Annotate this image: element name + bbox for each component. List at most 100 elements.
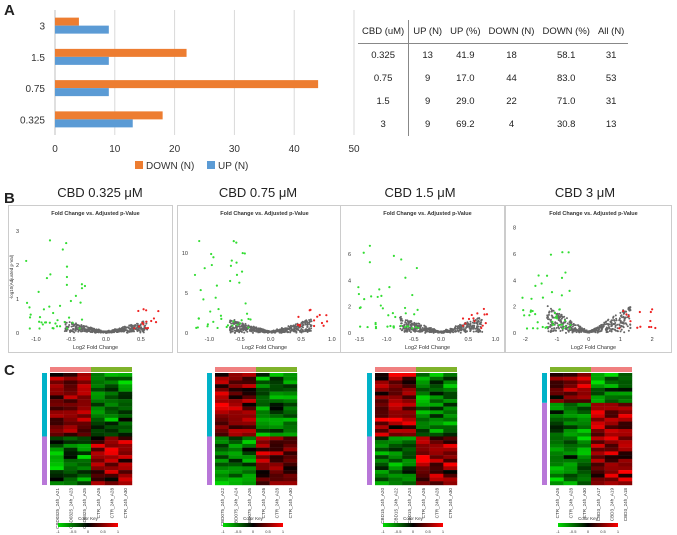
point-ns <box>629 323 632 326</box>
point-ns <box>450 330 453 333</box>
heatmap-cell <box>375 466 389 471</box>
column-label: CBD075_24h_A26 <box>247 488 252 527</box>
point-down <box>374 325 378 329</box>
heatmap-cell <box>618 466 633 471</box>
x-tick-label: -2 <box>523 337 528 343</box>
point-ns <box>141 328 144 331</box>
x-tick-label: -0.5 <box>409 337 418 343</box>
point-ns <box>458 329 461 332</box>
heatmap-cell <box>375 399 389 404</box>
heatmap-cell <box>91 414 105 418</box>
point-down <box>80 318 84 321</box>
point-down <box>522 309 525 312</box>
point-down <box>232 320 235 323</box>
point-ns <box>420 328 423 331</box>
point-ns <box>610 330 613 333</box>
heatmap-cell <box>550 451 564 456</box>
x-tick-label: 40 <box>289 144 301 155</box>
heatmap-cell <box>63 384 78 389</box>
heatmap-cell <box>375 462 389 467</box>
heatmap-cell <box>443 451 458 456</box>
heatmap-cell <box>256 410 270 415</box>
heatmap-cell <box>63 406 78 411</box>
heatmap-cell <box>375 436 389 441</box>
heatmap-cell <box>375 395 389 400</box>
heatmap-cell <box>604 470 619 474</box>
heatmap-cell <box>375 402 389 407</box>
point-ns <box>614 314 617 317</box>
heatmap-cell <box>104 436 119 441</box>
heatmap-cell <box>104 429 119 433</box>
heatmap-cell <box>118 481 133 486</box>
heatmap-cell <box>91 429 105 433</box>
heatmap-cell <box>50 425 64 430</box>
heatmap-cell <box>215 451 229 456</box>
column-label: CTR_24h_A30 <box>448 488 453 519</box>
heatmap-cell <box>118 391 133 396</box>
heatmap-cell <box>91 406 105 411</box>
point-ns <box>561 316 564 319</box>
point-ns <box>547 318 550 321</box>
heatmap-cell <box>242 440 257 445</box>
heatmap-cell <box>228 462 243 467</box>
color-key-title: Color Key <box>578 516 599 521</box>
heatmap-cell <box>443 425 458 430</box>
heatmap-cell <box>118 451 133 456</box>
color-key-title: Color Key <box>403 516 424 521</box>
point-ns <box>242 324 245 327</box>
heatmap-cell <box>388 417 403 422</box>
point-ns <box>549 319 552 322</box>
heatmap-cell <box>577 414 592 418</box>
heatmap-cell <box>443 436 458 441</box>
point-down <box>550 291 554 294</box>
heatmap-cell <box>283 376 298 381</box>
point-ns <box>261 328 264 331</box>
heatmap-cell <box>402 473 417 478</box>
heatmap-cell <box>242 473 257 478</box>
heatmap-cell <box>118 406 133 411</box>
point-down <box>555 314 558 317</box>
heatmap-cell <box>91 466 105 471</box>
heatmap-cell <box>77 402 92 407</box>
point-ns <box>614 321 617 324</box>
point-down <box>392 325 395 328</box>
table-row: 3 9 69.2 4 30.8 13 <box>358 113 628 136</box>
heatmap-cell <box>256 473 270 478</box>
heatmap-cell <box>228 481 243 486</box>
point-ns <box>420 324 423 327</box>
column-label: CBD3_24h_A18 <box>623 488 628 522</box>
heatmap-cell <box>388 387 403 392</box>
heatmap-cell <box>242 466 257 471</box>
heatmap-cell <box>283 481 298 486</box>
point-ns <box>616 330 619 333</box>
heatmap-cell <box>443 414 458 418</box>
heatmap-cell <box>269 481 284 486</box>
heatmap-cell <box>604 477 619 482</box>
heatmap-cell <box>429 376 444 381</box>
color-key-tick: -1 <box>56 529 60 534</box>
point-ns <box>237 325 240 328</box>
point-ns <box>134 323 137 326</box>
heatmap-cell <box>256 458 270 463</box>
point-down <box>25 301 29 304</box>
heatmap-cell <box>77 447 92 452</box>
heatmap-cell <box>50 387 64 392</box>
volcano-title-3: CBD 1.5 μM <box>384 185 456 200</box>
heatmap-cell <box>118 447 133 452</box>
point-ns <box>102 330 105 333</box>
column-label: CBD15_24h_A24 <box>407 488 412 524</box>
heatmap-cell <box>77 384 92 389</box>
heatmap-cell <box>256 380 270 385</box>
point-ns <box>457 325 460 328</box>
point-down <box>229 264 233 267</box>
point-ns <box>622 321 625 324</box>
point-ns <box>234 326 237 329</box>
heatmap-cell <box>416 425 430 430</box>
heatmap-cell <box>118 402 133 407</box>
heatmap-cell <box>443 458 458 463</box>
point-ns <box>410 325 413 328</box>
heatmap-cell <box>63 436 78 441</box>
row-group-bar <box>367 373 372 437</box>
heatmap-cell <box>269 447 284 452</box>
heatmap-cell <box>283 402 298 407</box>
